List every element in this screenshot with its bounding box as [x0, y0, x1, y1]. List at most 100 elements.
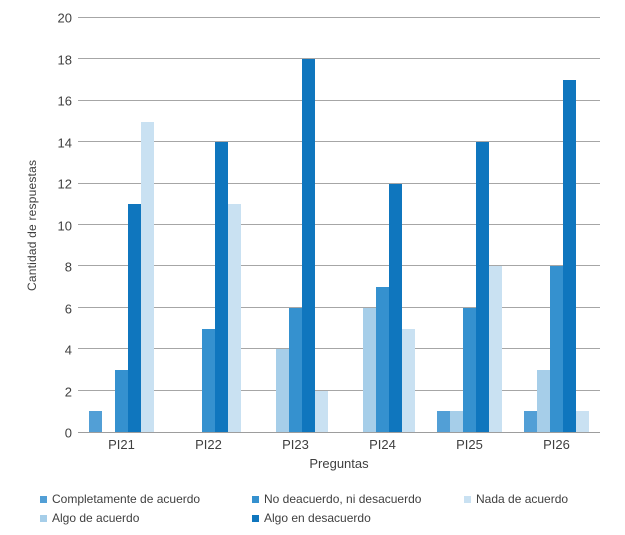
bar-slot — [189, 18, 202, 432]
legend-marker-icon — [252, 514, 259, 522]
bar-group-PI23 — [252, 18, 339, 432]
legend-label: Completamente de acuerdo — [52, 492, 201, 506]
bar-slot — [389, 18, 402, 432]
bar-PI24-algo-en-desacuerdo — [389, 183, 402, 432]
y-tick-4: 4 — [64, 342, 72, 358]
bar-slot — [563, 18, 576, 432]
x-tick-PI22: PI22 — [195, 437, 222, 452]
gridline-y-20 — [78, 17, 600, 18]
y-axis-title: Cantidad de respuestas — [25, 159, 39, 292]
gridline-y-8 — [78, 265, 600, 267]
bar-slot — [289, 18, 302, 432]
y-tick-16: 16 — [57, 93, 72, 109]
bar-PI21-algo-en-desacuerdo — [128, 204, 141, 432]
bar-group-PI24 — [339, 18, 426, 432]
bar-slot — [437, 18, 450, 432]
bar-PI26-algo-de-acuerdo — [537, 369, 550, 432]
bar-slot — [128, 18, 141, 432]
y-tick-10: 10 — [57, 218, 72, 233]
legend-column-2: No deacuerdo, ni desacuerdo Algo en desac… — [252, 492, 464, 525]
legend-label: No deacuerdo, ni desacuerdo — [264, 492, 422, 506]
x-tick-PI26: PI26 — [543, 437, 570, 452]
bar-PI21-nada-de-acuerdo — [141, 121, 154, 432]
y-tick-6: 6 — [64, 301, 72, 316]
bar-slot — [115, 18, 128, 432]
bar-slot — [102, 18, 115, 432]
bar-slot — [376, 18, 389, 432]
bar-PI26-no-deacuerdo-ni-desacuerdo — [550, 266, 563, 432]
y-tick-20: 20 — [57, 10, 72, 26]
bar-PI26-completamente-de-acuerdo — [524, 411, 537, 432]
legend-marker-icon — [40, 514, 47, 522]
bar-PI26-nada-de-acuerdo — [576, 411, 589, 432]
x-tick-PI25: PI25 — [456, 437, 483, 452]
y-axis-tick-labels: 0 2 4 6 8 10 12 14 16 18 20 — [40, 11, 72, 441]
x-tick-PI24: PI24 — [369, 437, 396, 452]
bar-group-PI25 — [426, 18, 513, 432]
bar-slot — [476, 18, 489, 432]
gridline-y-2 — [78, 389, 600, 391]
bar-slot — [215, 18, 228, 432]
bar-slot — [228, 18, 241, 432]
bar-PI23-nada-de-acuerdo — [315, 390, 328, 432]
bar-PI21-no-deacuerdo-ni-desacuerdo — [115, 369, 128, 432]
bar-PI25-algo-en-desacuerdo — [476, 142, 489, 432]
gridline-y-18 — [78, 58, 600, 60]
bar-slot — [363, 18, 376, 432]
bar-slot — [550, 18, 563, 432]
legend-column-1: Completamente de acuerdo Algo de acuerdo — [40, 492, 252, 525]
gridline-y-6 — [78, 306, 600, 308]
bar-PI22-nada-de-acuerdo — [228, 204, 241, 432]
legend-label: Algo en desacuerdo — [264, 511, 371, 525]
bar-slot — [489, 18, 502, 432]
bar-slot — [524, 18, 537, 432]
bar-slot — [402, 18, 415, 432]
y-tick-18: 18 — [57, 52, 72, 67]
legend-marker-icon — [464, 495, 471, 503]
legend-label: Algo de acuerdo — [52, 511, 140, 525]
legend-marker-icon — [252, 495, 259, 503]
legend-item-completamente-de-acuerdo: Completamente de acuerdo — [40, 492, 252, 506]
bar-PI22-algo-en-desacuerdo — [215, 142, 228, 432]
gridline-y-12 — [78, 182, 600, 184]
bar-PI21-completamente-de-acuerdo — [89, 411, 102, 432]
bar-PI24-no-deacuerdo-ni-desacuerdo — [376, 287, 389, 432]
bar-PI25-nada-de-acuerdo — [489, 266, 502, 432]
plot-area — [78, 17, 600, 433]
bar-slot — [350, 18, 363, 432]
bar-slot — [276, 18, 289, 432]
x-tick-PI21: PI21 — [108, 437, 135, 452]
legend: Completamente de acuerdo Algo de acuerdo N… — [40, 492, 617, 525]
legend-item-no-deacuerdo-ni-desacuerdo: No deacuerdo, ni desacuerdo — [252, 492, 464, 506]
bar-PI25-algo-de-acuerdo — [450, 411, 463, 432]
y-tick-8: 8 — [64, 259, 72, 275]
bar-slot — [450, 18, 463, 432]
bar-slot — [537, 18, 550, 432]
x-axis-tick-labels: PI21 PI22 PI23 PI24 PI25 PI26 — [78, 437, 600, 452]
gridline-y-10 — [78, 224, 600, 225]
y-tick-14: 14 — [57, 135, 72, 150]
y-tick-12: 12 — [57, 176, 72, 192]
bar-PI23-algo-de-acuerdo — [276, 349, 289, 432]
bar-PI23-algo-en-desacuerdo — [302, 59, 315, 432]
legend-item-algo-en-desacuerdo: Algo en desacuerdo — [252, 511, 464, 525]
bar-slot — [263, 18, 276, 432]
bar-PI24-algo-de-acuerdo — [363, 307, 376, 432]
bar-slot — [463, 18, 476, 432]
y-tick-2: 2 — [64, 384, 72, 399]
gridline-y-4 — [78, 348, 600, 350]
bar-PI24-nada-de-acuerdo — [402, 328, 415, 432]
bar-group-PI21 — [78, 18, 165, 432]
gridline-y-16 — [78, 99, 600, 101]
bar-slot — [576, 18, 589, 432]
bar-PI25-completamente-de-acuerdo — [437, 411, 450, 432]
legend-label: Nada de acuerdo — [476, 492, 569, 506]
y-tick-0: 0 — [64, 425, 72, 441]
bar-slot — [176, 18, 189, 432]
bar-PI23-no-deacuerdo-ni-desacuerdo — [289, 307, 302, 432]
bar-PI22-no-deacuerdo-ni-desacuerdo — [202, 328, 215, 432]
gridline-y-14 — [78, 141, 600, 143]
bar-slot — [315, 18, 328, 432]
legend-column-3: Nada de acuerdo — [464, 492, 617, 525]
